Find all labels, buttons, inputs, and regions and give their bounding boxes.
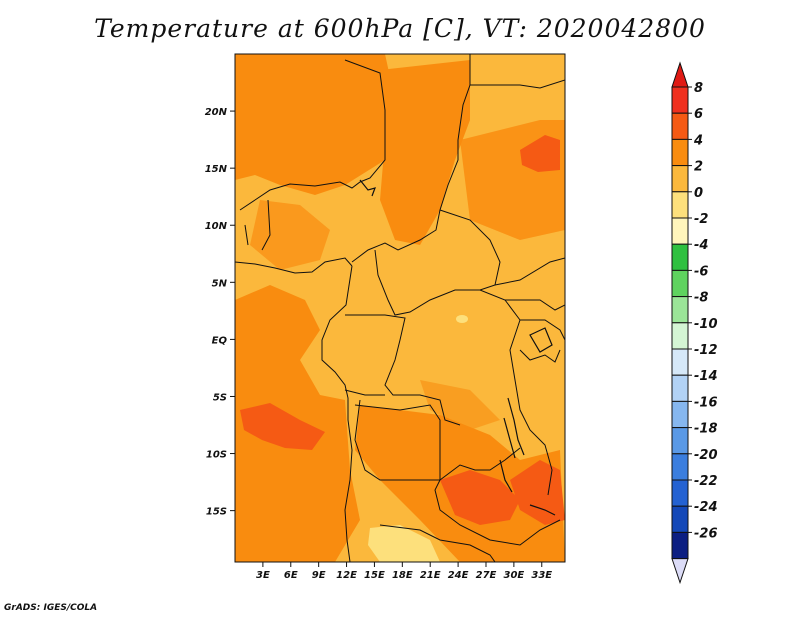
lat-tick-label: 10S — [206, 450, 227, 461]
longitude-axis: 3E 6E 9E 12E 15E 18E 21E 24E 27E 30E 33E — [256, 562, 552, 581]
lat-tick-label: EQ — [212, 335, 228, 346]
colorbar-label: -2 — [694, 212, 708, 227]
map-plot-area — [235, 54, 565, 562]
colorbar: 8 6 4 2 0 -2 -4 -6 -8 -10 -12 -14 -16 -18 -20 -22 -24 -26 — [671, 61, 718, 585]
colorbar-label: -22 — [694, 474, 718, 489]
lat-tick-label: 20N — [205, 107, 228, 118]
footer-credit: GrADS: IGES/COLA — [4, 603, 98, 613]
colorbar-swatch — [671, 243, 689, 271]
lakes — [359, 179, 556, 516]
colorbar-swatch — [671, 505, 689, 533]
colorbar-swatch — [671, 479, 689, 507]
lat-tick-label: 5S — [213, 392, 227, 403]
colorbar-label: -26 — [694, 526, 718, 541]
lat-tick-label: 15S — [206, 507, 227, 518]
lat-tick-label: 15N — [205, 164, 228, 175]
colorbar-label: -10 — [694, 317, 718, 332]
lon-tick-label: 9E — [312, 570, 326, 581]
colorbar-swatch — [671, 138, 689, 167]
colorbar-label: -24 — [694, 500, 718, 515]
colorbar-label: 6 — [694, 107, 703, 122]
colorbar-label: -12 — [694, 343, 718, 358]
lon-tick-label: 12E — [336, 570, 357, 581]
colorbar-label: -16 — [694, 395, 718, 410]
lon-tick-label: 21E — [420, 570, 441, 581]
latitude-axis: 20N 15N 10N 5N EQ 5S 10S 15S — [205, 107, 235, 518]
colorbar-label: -20 — [694, 448, 718, 463]
lon-tick-label: 24E — [448, 570, 469, 581]
colorbar-label: -18 — [694, 422, 718, 437]
field-6-to-8 — [240, 135, 565, 525]
field-4-to-6 — [235, 54, 565, 562]
lon-tick-label: 33E — [531, 570, 552, 581]
colorbar-top-cap — [671, 61, 689, 88]
colorbar-label: 4 — [693, 133, 703, 148]
colorbar-label: 0 — [694, 186, 703, 201]
plot-frame — [234, 53, 566, 563]
colorbar-label: -4 — [694, 238, 708, 253]
lon-tick-label: 30E — [503, 570, 524, 581]
lon-tick-label: 18E — [392, 570, 413, 581]
colorbar-label: -6 — [694, 264, 708, 279]
colorbar-label: -14 — [694, 369, 718, 384]
lon-tick-label: 27E — [476, 570, 497, 581]
colorbar-label: 2 — [694, 160, 703, 175]
field-0-to-2 — [368, 315, 468, 562]
colorbar-swatch — [671, 86, 689, 114]
colorbar-swatch — [671, 165, 689, 193]
colorbar-swatch — [671, 374, 689, 402]
colorbar-swatch — [671, 531, 689, 560]
lon-tick-label: 3E — [256, 570, 270, 581]
colorbar-swatch — [671, 453, 689, 481]
colorbar-swatch — [671, 400, 689, 429]
colorbar-swatch — [671, 296, 689, 324]
colorbar-swatch — [671, 112, 689, 140]
lat-tick-label: 10N — [205, 221, 228, 232]
colorbar-swatch — [671, 191, 689, 219]
chart-title: Temperature at 600hPa [C], VT: 202004280… — [94, 14, 706, 43]
country-borders — [235, 54, 565, 562]
colorbar-swatch — [671, 427, 689, 455]
colorbar-swatch — [671, 348, 689, 376]
colorbar-bottom-cap — [671, 558, 689, 585]
colorbar-swatch — [671, 322, 689, 350]
colorbar-label: 8 — [694, 81, 703, 96]
colorbar-swatch — [671, 269, 689, 298]
colorbar-label: -8 — [694, 291, 708, 306]
lon-tick-label: 15E — [364, 570, 385, 581]
lon-tick-label: 6E — [284, 570, 298, 581]
colorbar-swatch — [671, 217, 689, 245]
lat-tick-label: 5N — [212, 278, 228, 289]
